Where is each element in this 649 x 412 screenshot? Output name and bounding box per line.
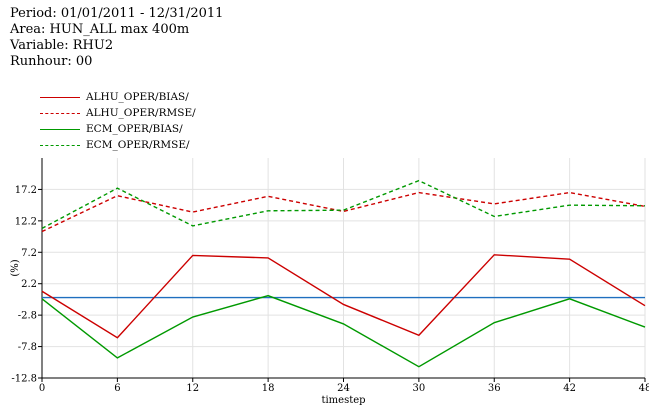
legend-item: ECM_OPER/BIAS/	[40, 121, 196, 137]
y-tick-label: 2.2	[21, 279, 37, 290]
legend-label: ECM_OPER/BIAS/	[86, 123, 183, 135]
variable-text: Variable: RHU2	[10, 38, 114, 53]
legend-swatch	[40, 96, 80, 98]
runhour-text: Runhour: 00	[10, 54, 93, 69]
x-tick-label: 6	[114, 383, 120, 394]
chart-header: Period: 01/01/2011 - 12/31/2011 Area: HU…	[10, 6, 223, 70]
series-line	[41, 294, 646, 368]
y-tick-label: -7.8	[18, 342, 37, 353]
legend-swatch	[40, 128, 80, 130]
legend-label: ALHU_OPER/BIAS/	[86, 91, 189, 103]
legend-item: ECM_OPER/RMSE/	[40, 137, 196, 153]
x-tick-label: 12	[186, 383, 199, 394]
legend-label: ECM_OPER/RMSE/	[86, 139, 190, 151]
y-tick-label: -2.8	[18, 311, 37, 322]
x-tick-label: 36	[488, 383, 501, 394]
x-tick-label: 42	[563, 383, 576, 394]
series-line	[41, 191, 646, 233]
x-tick-label: 24	[337, 383, 350, 394]
x-tick-label: 0	[39, 383, 45, 394]
y-tick-label: 12.2	[15, 216, 37, 227]
y-tick-label: -12.8	[11, 374, 37, 385]
period-text: Period: 01/01/2011 - 12/31/2011	[10, 6, 224, 21]
series-line	[41, 254, 646, 339]
series-line	[41, 179, 646, 230]
x-axis-label: timestep	[321, 395, 365, 406]
legend-item: ALHU_OPER/BIAS/	[40, 89, 196, 105]
y-tick-label: 7.2	[21, 248, 37, 259]
area-text: Area: HUN_ALL max 400m	[10, 22, 190, 37]
legend-label: ALHU_OPER/RMSE/	[86, 107, 196, 119]
legend: ALHU_OPER/BIAS/ ALHU_OPER/RMSE/ ECM_OPER…	[40, 89, 196, 153]
legend-swatch	[40, 144, 80, 146]
y-axis-label: (%)	[10, 259, 21, 276]
x-tick-label: 48	[639, 383, 649, 394]
legend-swatch	[40, 112, 80, 114]
y-tick-label: 17.2	[15, 185, 37, 196]
legend-item: ALHU_OPER/RMSE/	[40, 105, 196, 121]
x-tick-label: 30	[413, 383, 426, 394]
x-tick-label: 18	[262, 383, 275, 394]
